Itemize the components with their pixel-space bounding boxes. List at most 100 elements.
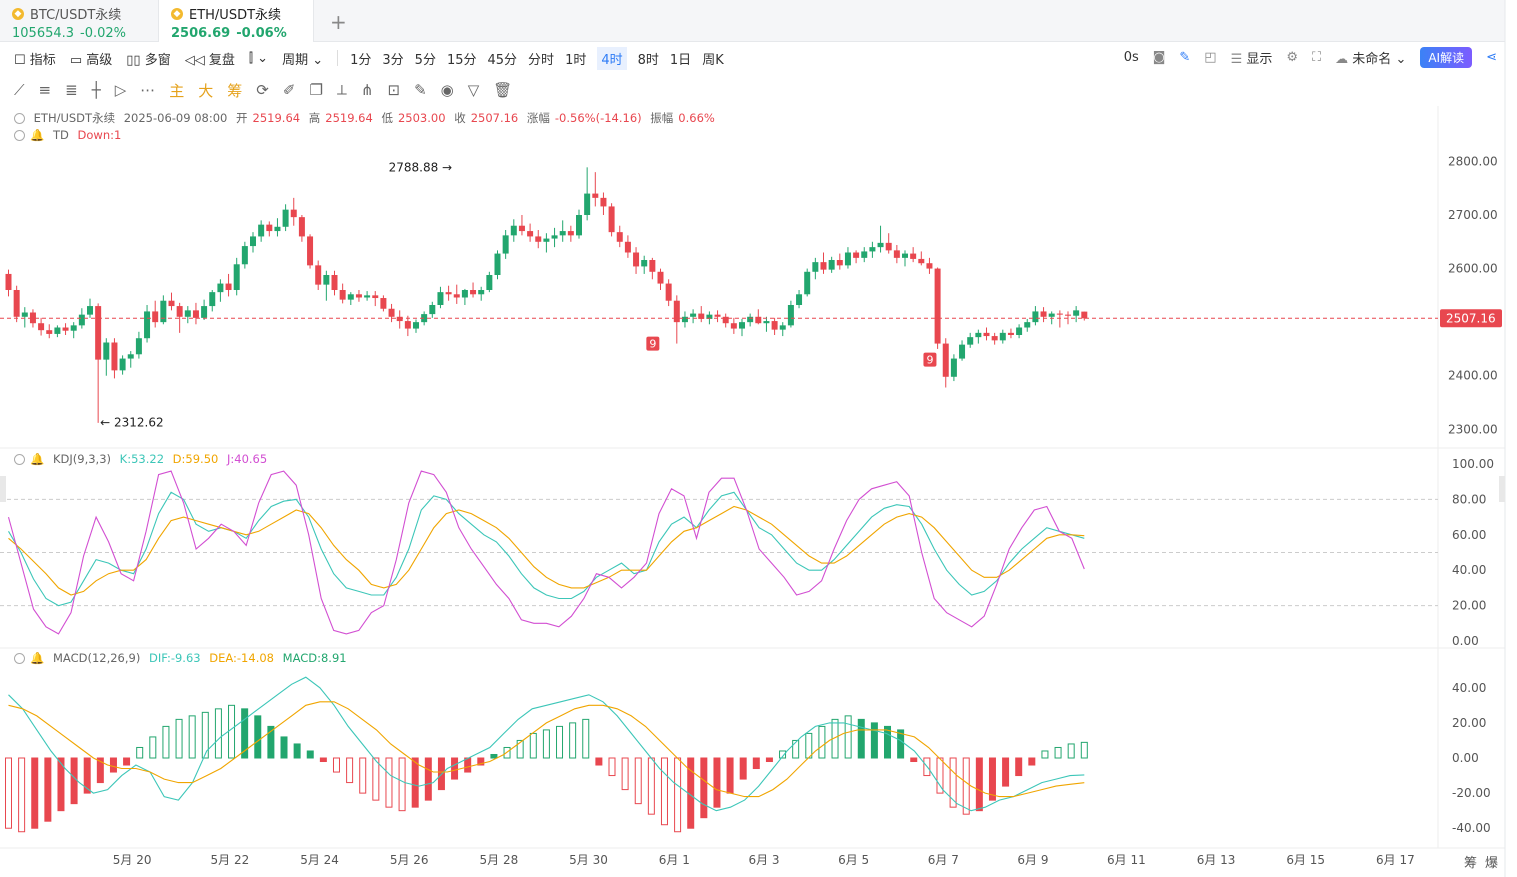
candle-body [918, 258, 925, 264]
period-timeshare[interactable]: 分时 [528, 52, 555, 68]
macd-histogram-bar [201, 711, 209, 759]
advanced-button[interactable]: ▭ 高级 [69, 52, 113, 68]
candle-body [380, 298, 387, 309]
trendline-icon[interactable]: ⟋ [14, 81, 25, 99]
arrow-icon[interactable]: ▷ [114, 81, 127, 99]
period-1h[interactable]: 1时 [565, 52, 587, 68]
replay-button[interactable]: ◁◁ 复盘 [184, 52, 235, 68]
display-label: 显示 [1246, 52, 1273, 67]
macd-histogram-bar [792, 739, 800, 759]
macd-histogram-bar [647, 757, 655, 815]
macd-histogram-bar [1041, 750, 1049, 759]
pen-icon[interactable]: ✎ [1179, 50, 1191, 65]
eye-icon[interactable]: ◉ [440, 81, 454, 99]
edit-icon[interactable]: ✎ [414, 81, 427, 99]
candle-body [975, 332, 982, 338]
time-tick-label: 5月 20 [113, 853, 152, 867]
lock-icon[interactable]: ⊡ [387, 81, 401, 99]
candle-body [893, 250, 900, 258]
bell-icon[interactable]: 🔔 [30, 128, 45, 142]
tab-eth-price: 2506.69 [171, 26, 231, 41]
tab-eth-name: ETH/USDT永续 [189, 8, 282, 23]
period-8h[interactable]: 8时 [637, 52, 659, 68]
bell-icon[interactable]: 🔔 [30, 452, 45, 466]
display-button[interactable]: ☰ 显示 [1231, 48, 1273, 67]
candle-body [787, 305, 794, 326]
sync-icon[interactable]: ⟳ [256, 81, 269, 99]
macd-histogram-bar [5, 757, 12, 829]
trash-icon[interactable]: 🗑 [493, 81, 513, 99]
layout-icon[interactable]: ◰ [1204, 50, 1217, 65]
period-4h[interactable]: 4时 [597, 46, 627, 70]
candle-body [5, 273, 12, 290]
chips-tool[interactable]: 筹 [227, 81, 243, 100]
collapse-icon[interactable] [14, 454, 25, 465]
toolbar-right: 0s ◙ ✎ ◰ ☰ 显示 ⚙ ⛶ ☁ 未命名 ⌄ AI解读 ⋖ [1124, 47, 1497, 68]
time-tick-label: 6月 3 [748, 853, 779, 867]
candle-body [282, 209, 289, 227]
fullscreen-icon[interactable]: ⛶ [1312, 50, 1322, 65]
candle-body [168, 300, 175, 307]
period-45m[interactable]: 45分 [487, 52, 518, 68]
channel-icon[interactable]: ≣ [65, 81, 78, 99]
macd-histogram-bar [621, 757, 629, 791]
horizontal-line-icon[interactable]: ┼ [91, 81, 101, 99]
collapse-icon[interactable] [14, 113, 25, 124]
period-3m[interactable]: 3分 [382, 52, 404, 68]
settings-icon[interactable]: ⚙ [1286, 50, 1299, 65]
chart-type-button[interactable]: ⫿ ⌄ [248, 50, 269, 66]
price-tick-label: 2800.00 [1448, 154, 1498, 168]
share-icon[interactable]: ⋖ [1486, 50, 1497, 65]
candle-body [649, 260, 656, 272]
candle-body [152, 311, 159, 323]
period-dropdown[interactable]: 周期 ⌄ [282, 52, 324, 68]
collapse-icon[interactable] [14, 130, 25, 141]
macd-histogram-bar [962, 757, 970, 815]
macd-histogram-bar [818, 725, 826, 759]
tab-eth[interactable]: ◆ ETH/USDT永续 2506.69 -0.06% [158, 0, 314, 42]
big-tool[interactable]: 大 [198, 81, 214, 100]
filter-icon[interactable]: ▽ [467, 81, 480, 99]
macd-histogram-bar [975, 757, 983, 812]
more-tools-icon[interactable]: ⋯ [140, 81, 156, 99]
parallel-lines-icon[interactable]: ≡ [38, 81, 52, 99]
candle-body [820, 262, 827, 270]
period-1w[interactable]: 周K [702, 52, 724, 68]
time-tick-label: 6月 1 [659, 853, 690, 867]
candle-body [29, 312, 36, 324]
liquidation-button[interactable]: 爆 [1485, 856, 1499, 871]
period-1d[interactable]: 1日 [669, 52, 692, 68]
add-tab-icon[interactable]: + [330, 10, 347, 34]
macd-info: 🔔 MACD(12,26,9) DIF:-9.63 DEA:-14.08 MAC… [14, 651, 352, 665]
indicators-button[interactable]: ☐ 指标 [14, 52, 56, 68]
copy-icon[interactable]: ❐ [309, 81, 323, 99]
magnet-icon[interactable]: ⋔ [360, 81, 374, 99]
time-tick-label: 6月 13 [1197, 853, 1236, 867]
cloud-layout-button[interactable]: ☁ 未命名 ⌄ [1335, 52, 1407, 67]
macd-histogram-bar [542, 729, 550, 759]
ai-read-button[interactable]: AI解读 [1420, 47, 1473, 68]
last-price-tag [1440, 309, 1502, 328]
collapse-icon[interactable] [14, 653, 25, 664]
candle-body [103, 342, 110, 360]
macd-tick-label: 0.00 [1452, 751, 1479, 765]
brush-icon[interactable]: ✐ [282, 81, 296, 99]
period-15m[interactable]: 15分 [446, 52, 477, 68]
chips-button[interactable]: 筹 [1464, 856, 1478, 871]
tab-btc[interactable]: ◆ BTC/USDT永续 105654.3 -0.02% [0, 0, 158, 42]
candle-body [739, 322, 745, 329]
candle-body [233, 264, 240, 290]
candle-body [608, 206, 615, 233]
multi-window-button[interactable]: ▯▯ 多窗 [126, 52, 171, 68]
candle-body [518, 225, 525, 232]
camera-icon[interactable]: ◙ [1152, 50, 1166, 65]
ruler-icon[interactable]: ⟂ [336, 81, 347, 99]
period-1m[interactable]: 1分 [350, 52, 372, 68]
macd-histogram-bar [280, 736, 288, 759]
period-5m[interactable]: 5分 [414, 52, 436, 68]
macd-histogram-bar [228, 704, 236, 759]
macd-histogram-bar [424, 757, 432, 801]
bell-icon[interactable]: 🔔 [30, 651, 45, 665]
main-tool[interactable]: 主 [169, 81, 185, 100]
